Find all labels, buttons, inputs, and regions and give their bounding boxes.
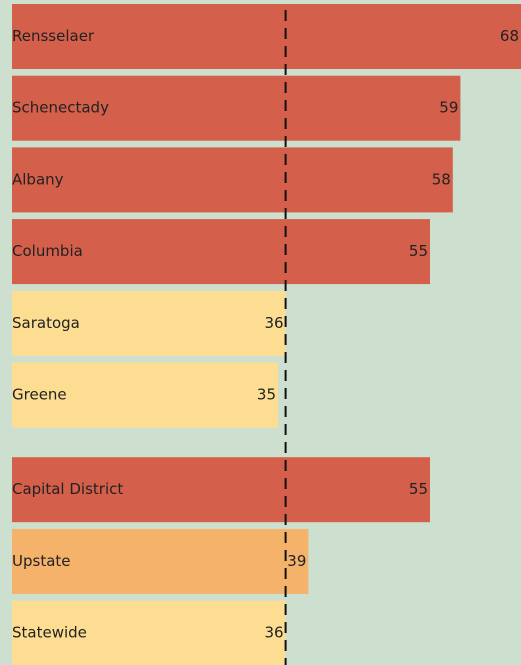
bar (12, 528, 309, 594)
bar (12, 457, 430, 523)
value-label: 55 (409, 480, 428, 498)
value-label: 58 (432, 170, 451, 188)
bar (12, 147, 453, 213)
value-label: 55 (409, 242, 428, 260)
category-label: Greene (12, 386, 67, 404)
value-label: 35 (257, 386, 276, 404)
value-label: 59 (439, 99, 458, 117)
bar (12, 4, 521, 69)
category-label: Columbia (12, 242, 83, 260)
value-label: 36 (265, 314, 284, 332)
category-label: Statewide (12, 624, 87, 642)
category-label: Albany (12, 170, 64, 188)
category-label: Rensselaer (12, 27, 95, 45)
bar (12, 362, 278, 428)
category-label: Upstate (12, 552, 71, 570)
bar (12, 219, 430, 285)
value-label: 39 (287, 552, 306, 570)
category-label: Saratoga (12, 314, 80, 332)
category-label: Schenectady (12, 99, 109, 117)
category-label: Capital District (12, 480, 123, 498)
value-label: 36 (265, 624, 284, 642)
bar (12, 290, 286, 356)
value-label: 68 (500, 27, 519, 45)
bar (12, 600, 286, 665)
bar (12, 75, 461, 141)
